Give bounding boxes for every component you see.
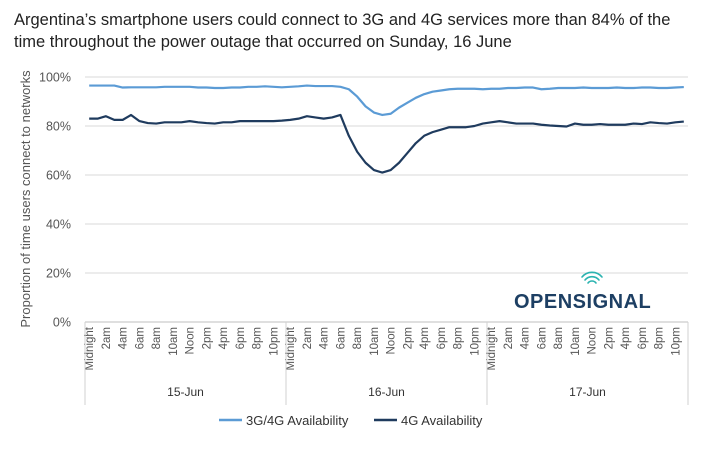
y-tick-label: 40% bbox=[46, 218, 71, 232]
x-tick-label: 4am bbox=[520, 327, 532, 349]
x-tick-label: 2pm bbox=[201, 327, 213, 349]
x-tick-label: 8pm bbox=[654, 327, 666, 349]
x-tick-label: 4pm bbox=[218, 327, 230, 349]
x-tick-label: Midnight bbox=[486, 326, 498, 370]
x-tick-label: 2am bbox=[302, 327, 314, 349]
legend-label-3g4g: 3G/4G Availability bbox=[246, 413, 349, 428]
x-tick-label: 10pm bbox=[670, 327, 682, 356]
x-tick-label: 10am bbox=[369, 327, 381, 356]
x-tick-label: 6pm bbox=[235, 327, 247, 349]
x-tick-label: 4am bbox=[118, 327, 130, 349]
x-tick-label: 10am bbox=[570, 327, 582, 356]
x-tick-label: 8am bbox=[352, 327, 364, 349]
x-tick-label: 2am bbox=[101, 327, 113, 349]
y-tick-label: 80% bbox=[46, 120, 71, 134]
series-lines bbox=[89, 84, 684, 174]
x-tick-label: 4pm bbox=[620, 327, 632, 349]
legend: 3G/4G Availability 4G Availability bbox=[219, 413, 483, 428]
x-tick-label: 10pm bbox=[268, 327, 280, 356]
legend-label-4g: 4G Availability bbox=[401, 413, 483, 428]
x-tick-label: 6am bbox=[536, 327, 548, 349]
x-tick-label: Noon bbox=[386, 327, 398, 355]
x-tick-label: 8am bbox=[553, 327, 565, 349]
series-line-3g4g bbox=[89, 84, 684, 117]
x-tick-label: 4pm bbox=[419, 327, 431, 349]
y-axis-label: Proportion of time users connect to netw… bbox=[18, 70, 33, 328]
x-tick-label: Midnight bbox=[84, 326, 96, 370]
y-axis-ticks: 0% 20% 40% 60% 80% 100% bbox=[39, 71, 71, 330]
y-tick-label: 60% bbox=[46, 169, 71, 183]
x-day-label: 15-Jun bbox=[167, 385, 204, 399]
x-tick-label: 2am bbox=[503, 327, 515, 349]
x-tick-label: Midnight bbox=[285, 326, 297, 370]
y-tick-label: 20% bbox=[46, 267, 71, 281]
x-axis: Midnight 2am 4am 6am 8am 10am Noon 2pm 4pm 6pm 8pm… bbox=[84, 322, 689, 405]
x-tick-label: 8pm bbox=[252, 327, 264, 349]
logo-text: OPENSIGNAL bbox=[514, 291, 651, 313]
x-day-label: 17-Jun bbox=[569, 385, 606, 399]
x-tick-label: Noon bbox=[185, 327, 197, 355]
x-tick-label: 10am bbox=[168, 327, 180, 356]
series-line-4g bbox=[89, 113, 684, 174]
x-tick-label: 8am bbox=[151, 327, 163, 349]
x-tick-label: 4am bbox=[319, 327, 331, 349]
signal-icon bbox=[581, 271, 603, 284]
x-tick-label: Noon bbox=[587, 327, 599, 355]
y-tick-label: 0% bbox=[53, 316, 71, 330]
x-tick-label: 6am bbox=[335, 327, 347, 349]
chart-title: Argentina’s smartphone users could conne… bbox=[14, 11, 671, 51]
x-tick-label: 6pm bbox=[637, 327, 649, 349]
x-day-label: 16-Jun bbox=[368, 385, 405, 399]
x-tick-label: 2pm bbox=[603, 327, 615, 349]
x-tick-label: 8pm bbox=[453, 327, 465, 349]
opensignal-logo: OPENSIGNAL bbox=[514, 271, 651, 313]
x-tick-label: 10pm bbox=[469, 327, 481, 356]
x-tick-label: 6pm bbox=[436, 327, 448, 349]
x-tick-label: 6am bbox=[134, 327, 146, 349]
x-tick-label: 2pm bbox=[402, 327, 414, 349]
y-tick-label: 100% bbox=[39, 71, 71, 85]
